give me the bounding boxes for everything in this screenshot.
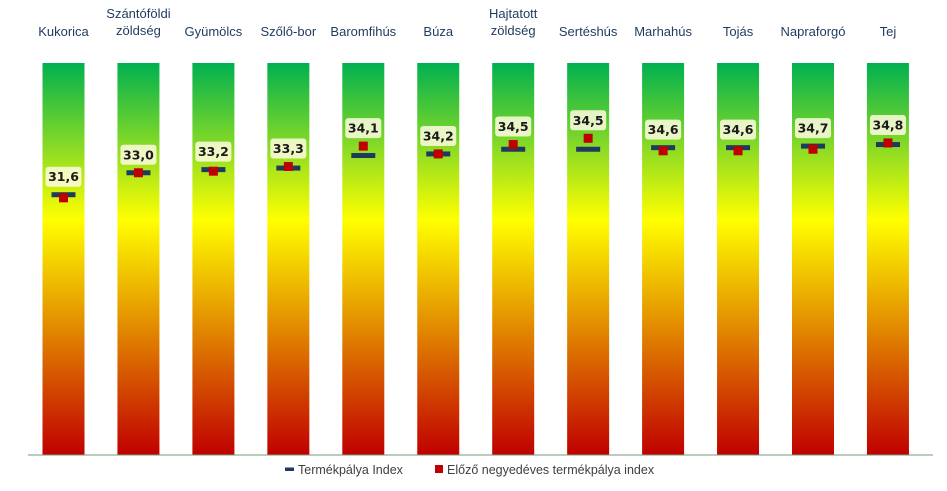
category-label-line: Sertéshús xyxy=(559,24,618,39)
value-label-box xyxy=(495,116,532,137)
category-label-line: Kukorica xyxy=(38,24,89,39)
value-label: 31,6 xyxy=(48,169,79,184)
legend-dash-marker xyxy=(285,467,294,471)
value-label-box xyxy=(120,144,157,165)
value-label-box xyxy=(195,141,232,162)
value-label-box xyxy=(869,114,906,135)
value-label-box xyxy=(345,118,382,139)
legend-label-current: Termékpálya Index xyxy=(298,463,404,477)
category-label: Tojás xyxy=(723,24,754,39)
current-index-marker xyxy=(501,146,526,152)
previous-index-marker xyxy=(733,146,743,156)
category-label: Napraforgó xyxy=(780,24,845,39)
value-label-box xyxy=(645,119,682,140)
previous-index-marker xyxy=(433,149,443,159)
category-label: Szőlő-bor xyxy=(261,24,317,39)
legend-label-previous: Előző negyedéves termékpálya index xyxy=(447,463,655,477)
category-label-line: zöldség xyxy=(116,23,161,38)
category-label: Kukorica xyxy=(38,24,89,39)
category-label: Hajtatott zöldség xyxy=(489,6,538,38)
previous-index-marker xyxy=(358,141,368,151)
bars-group xyxy=(42,63,909,455)
previous-index-marker xyxy=(283,161,293,171)
value-label-box xyxy=(270,138,307,159)
value-label: 33,0 xyxy=(123,147,154,162)
value-label-box xyxy=(45,166,82,187)
category-labels-group: Kukorica Szántóföldi zöldség Gyümölcs Szőlő-… xyxy=(38,6,896,39)
category-label-line: Tojás xyxy=(723,24,754,39)
category-label-line: Hajtatott xyxy=(489,6,538,21)
category-label: Szántóföldi zöldség xyxy=(106,6,170,38)
value-label-box xyxy=(570,110,607,131)
current-index-marker xyxy=(576,146,601,152)
previous-index-marker xyxy=(133,168,143,178)
category-label: Marhahús xyxy=(634,24,692,39)
value-labels-group: 31,6 33,0 33,2 33,3 34,1 34,2 34,5 34,5 34,6 34,6… xyxy=(45,110,906,187)
value-label: 34,8 xyxy=(873,117,904,132)
category-label-line: Szőlő-bor xyxy=(261,24,317,39)
category-label: Gyümölcs xyxy=(185,24,243,39)
markers-group xyxy=(51,133,900,203)
value-label: 34,1 xyxy=(348,121,379,136)
previous-index-marker xyxy=(208,166,218,176)
bar xyxy=(192,63,235,455)
category-label-line: Tej xyxy=(880,24,897,39)
value-label-box xyxy=(795,118,831,139)
previous-index-marker xyxy=(808,144,818,154)
category-label: Tej xyxy=(880,24,897,39)
bar xyxy=(267,63,310,455)
category-label-line: zöldség xyxy=(491,23,536,38)
category-label-line: Baromfihús xyxy=(330,24,396,39)
category-label-line: Marhahús xyxy=(634,24,692,39)
value-label: 33,3 xyxy=(273,141,304,156)
bar xyxy=(42,63,85,455)
value-label: 34,5 xyxy=(498,119,529,134)
legend: Termékpálya Index Előző negyedéves termé… xyxy=(285,463,655,477)
previous-index-marker xyxy=(883,138,893,148)
value-label: 34,6 xyxy=(648,122,679,137)
bar xyxy=(117,63,160,455)
category-label-line: Napraforgó xyxy=(780,24,845,39)
value-label-box xyxy=(720,119,757,140)
category-label: Búza xyxy=(423,24,453,39)
previous-index-marker xyxy=(508,140,518,150)
category-label: Baromfihús xyxy=(330,24,396,39)
value-label: 34,2 xyxy=(423,128,454,143)
category-label-line: Gyümölcs xyxy=(185,24,243,39)
previous-index-marker xyxy=(658,146,668,156)
value-label: 34,7 xyxy=(798,121,829,136)
value-label: 34,5 xyxy=(573,113,604,128)
value-label: 34,6 xyxy=(723,122,754,137)
value-label-box xyxy=(420,125,457,146)
previous-index-marker xyxy=(59,193,68,203)
legend-square-marker xyxy=(435,465,443,473)
category-label-line: Szántóföldi xyxy=(106,6,170,21)
value-label: 33,2 xyxy=(198,144,229,159)
previous-index-marker xyxy=(583,133,593,143)
category-label-line: Búza xyxy=(423,24,453,39)
bar xyxy=(417,63,460,455)
current-index-marker xyxy=(351,153,376,159)
category-label: Sertéshús xyxy=(559,24,618,39)
